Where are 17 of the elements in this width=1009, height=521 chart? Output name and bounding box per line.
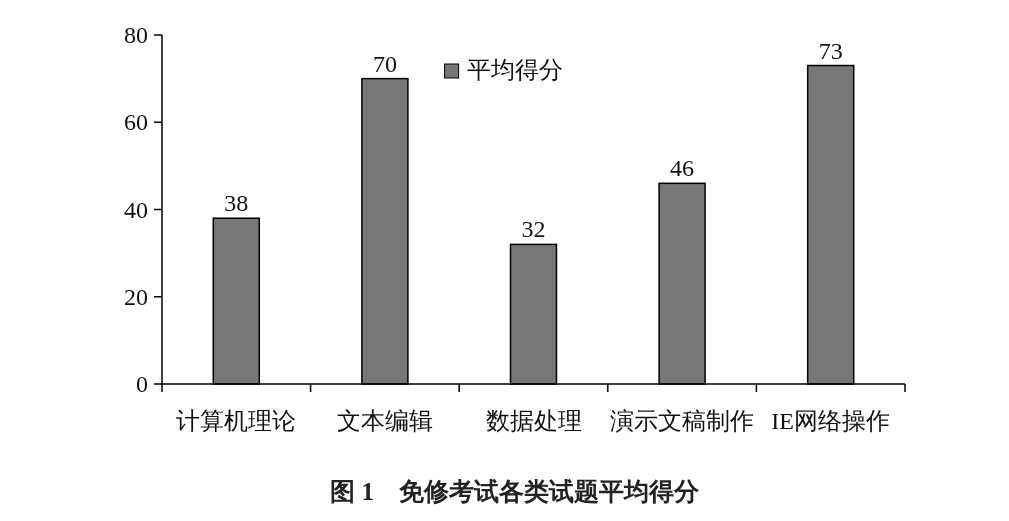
y-tick-label: 0: [136, 371, 148, 397]
y-tick-label: 20: [124, 283, 148, 310]
legend-label: 平均得分: [466, 57, 563, 83]
x-tick-label: 文本编辑: [336, 408, 433, 434]
data-label: 70: [372, 50, 397, 77]
data-label: 46: [670, 155, 695, 182]
x-tick-label: IE网络操作: [771, 408, 891, 434]
x-tick-label: 计算机理论: [176, 408, 297, 434]
y-tick-label: 80: [124, 22, 148, 48]
data-label: 38: [224, 190, 249, 217]
text: 图 1 免修考试各类试题平均得分: [330, 478, 700, 505]
x-tick-label: 数据处理: [485, 408, 582, 434]
x-tick-label: 演示文稿制作: [610, 408, 755, 434]
y-tick-label: 60: [124, 109, 148, 136]
data-label: 73: [818, 37, 843, 64]
data-label: 32: [521, 216, 546, 243]
y-tick-label: 40: [124, 196, 148, 223]
